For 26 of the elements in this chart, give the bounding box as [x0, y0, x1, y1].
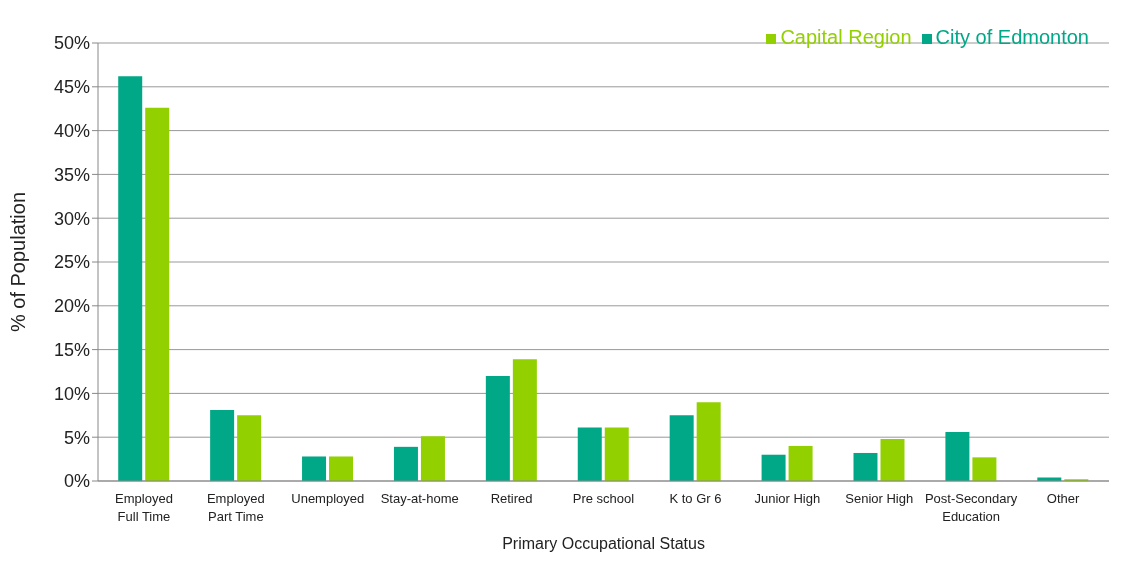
x-tick-label: Senior High	[845, 491, 914, 506]
y-tick-label: 10%	[53, 383, 90, 404]
y-tick-label: 25%	[53, 252, 90, 273]
y-tick-label: 50%	[53, 33, 90, 54]
x-tick-label: Employed Part Time	[206, 491, 265, 524]
x-tick-label: Stay-at-home	[380, 491, 459, 506]
x-tick-label: Retired	[490, 491, 533, 506]
y-tick-label: 35%	[53, 164, 90, 185]
y-tick-label: 20%	[53, 296, 90, 317]
x-tick-label: Pre school	[572, 491, 635, 506]
x-tick-label: Post-Secondary Education	[924, 491, 1018, 524]
x-tick-label: Other	[1046, 491, 1080, 506]
x-tick-label: Junior High	[754, 491, 821, 506]
y-tick-label: 30%	[53, 208, 90, 229]
x-tick-label: Employed Full Time	[115, 491, 173, 524]
y-tick-label: 0%	[63, 471, 90, 492]
legend-label: Capital Region	[780, 26, 912, 48]
legend-label: City of Edmonton	[935, 26, 1089, 48]
y-tick-label: 5%	[63, 427, 90, 448]
y-tick-label: 15%	[53, 339, 90, 360]
y-axis-title: % of Population	[7, 191, 30, 333]
y-tick-label: 40%	[53, 120, 90, 141]
x-tick-label: K to Gr 6	[669, 491, 722, 506]
x-axis-title: Primary Occupational Status	[502, 535, 705, 552]
x-tick-label: Unemployed	[291, 491, 365, 506]
y-tick-label: 45%	[53, 77, 90, 98]
